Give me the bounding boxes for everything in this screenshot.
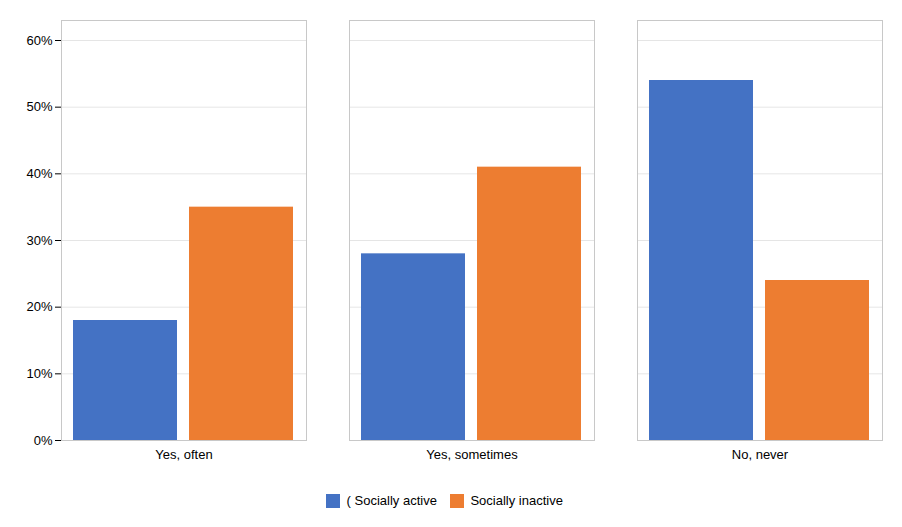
- html-text:( Socially active: ( Socially active: [346, 493, 437, 508]
- svg-text:0%: 0%: [34, 433, 53, 448]
- svg-text:Yes, often: Yes, often: [155, 447, 212, 462]
- svg-text:Yes, sometimes: Yes, sometimes: [426, 447, 518, 462]
- svg-text:No, never: No, never: [732, 447, 789, 462]
- svg-text:30%: 30%: [26, 233, 52, 248]
- svg-text:20%: 20%: [26, 299, 52, 314]
- svg-text:40%: 40%: [26, 166, 52, 181]
- html-text:Socially inactive: Socially inactive: [470, 493, 563, 508]
- svg-text:50%: 50%: [26, 99, 52, 114]
- svg-text:60%: 60%: [26, 33, 52, 48]
- svg-text:10%: 10%: [26, 366, 52, 381]
